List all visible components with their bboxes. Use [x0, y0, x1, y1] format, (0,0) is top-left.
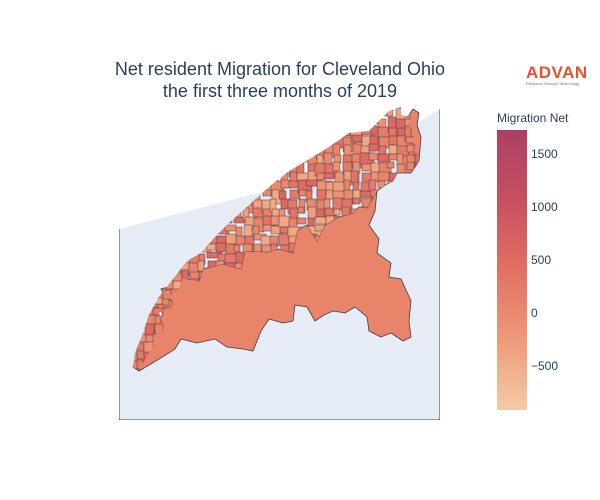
tract-shape[interactable] — [334, 171, 345, 184]
colorbar-tick-label: 1000 — [531, 200, 558, 215]
city-boundary — [132, 108, 422, 372]
tract-shape[interactable] — [144, 323, 155, 336]
colorbar-tick-label: 0 — [531, 305, 538, 320]
tract-shape[interactable] — [352, 197, 361, 205]
chart-title: Net resident Migration for Cleveland Ohi… — [60, 58, 500, 102]
tract-shape[interactable] — [323, 152, 333, 165]
tract-shape[interactable] — [323, 172, 335, 180]
tract-shape[interactable] — [297, 206, 305, 214]
tract-shape[interactable] — [161, 298, 170, 306]
tract-shape[interactable] — [314, 216, 327, 225]
tract-shape[interactable] — [215, 242, 228, 253]
tract-shape[interactable] — [352, 181, 360, 192]
tract-shape[interactable] — [278, 190, 287, 200]
tract-shape[interactable] — [368, 179, 377, 192]
tract-shape[interactable] — [368, 143, 380, 152]
colorbar-tick-label: −500 — [531, 358, 559, 373]
tract-shape[interactable] — [206, 243, 217, 251]
tract-shape[interactable] — [386, 161, 395, 169]
tract-shape[interactable] — [350, 170, 359, 184]
tract-shape[interactable] — [332, 161, 341, 172]
tract-shape[interactable] — [333, 208, 341, 216]
tract-shape[interactable] — [406, 161, 415, 171]
title-line-1: Net resident Migration for Cleveland Ohi… — [114, 59, 446, 79]
logo-tagline: Research through Technology — [526, 81, 580, 86]
tract-shape[interactable] — [332, 197, 344, 211]
tract-shape[interactable] — [154, 315, 162, 325]
tract-shape[interactable] — [396, 153, 404, 166]
tract-shape[interactable] — [233, 244, 241, 253]
tract-shape[interactable] — [360, 145, 371, 154]
colorbar-tick-label: 500 — [531, 253, 552, 268]
tract-shape[interactable] — [288, 217, 298, 229]
tract-shape[interactable] — [189, 271, 201, 280]
tract-shape[interactable] — [377, 153, 391, 163]
title-line-2: the first three months of 2019 — [162, 81, 398, 101]
colorbar — [497, 130, 527, 410]
tract-shape[interactable] — [305, 179, 318, 187]
choropleth-map[interactable] — [119, 101, 440, 420]
tract-shape[interactable] — [316, 154, 324, 165]
tract-shape[interactable] — [197, 260, 205, 272]
colorbar-title: Migration Net — [497, 111, 569, 125]
advan-logo: ADVAN Research through Technology — [526, 64, 596, 86]
tract-shape[interactable] — [368, 152, 379, 161]
tract-shape[interactable] — [224, 224, 237, 232]
tract-shape[interactable] — [307, 217, 315, 227]
tract-shape[interactable] — [351, 134, 363, 143]
tract-shape[interactable] — [396, 163, 406, 174]
colorbar-tick-label: 1500 — [531, 147, 558, 162]
logo-wordmark: ADVAN — [526, 63, 588, 82]
tract-shape[interactable] — [296, 217, 307, 225]
tract-shape[interactable] — [413, 144, 427, 157]
